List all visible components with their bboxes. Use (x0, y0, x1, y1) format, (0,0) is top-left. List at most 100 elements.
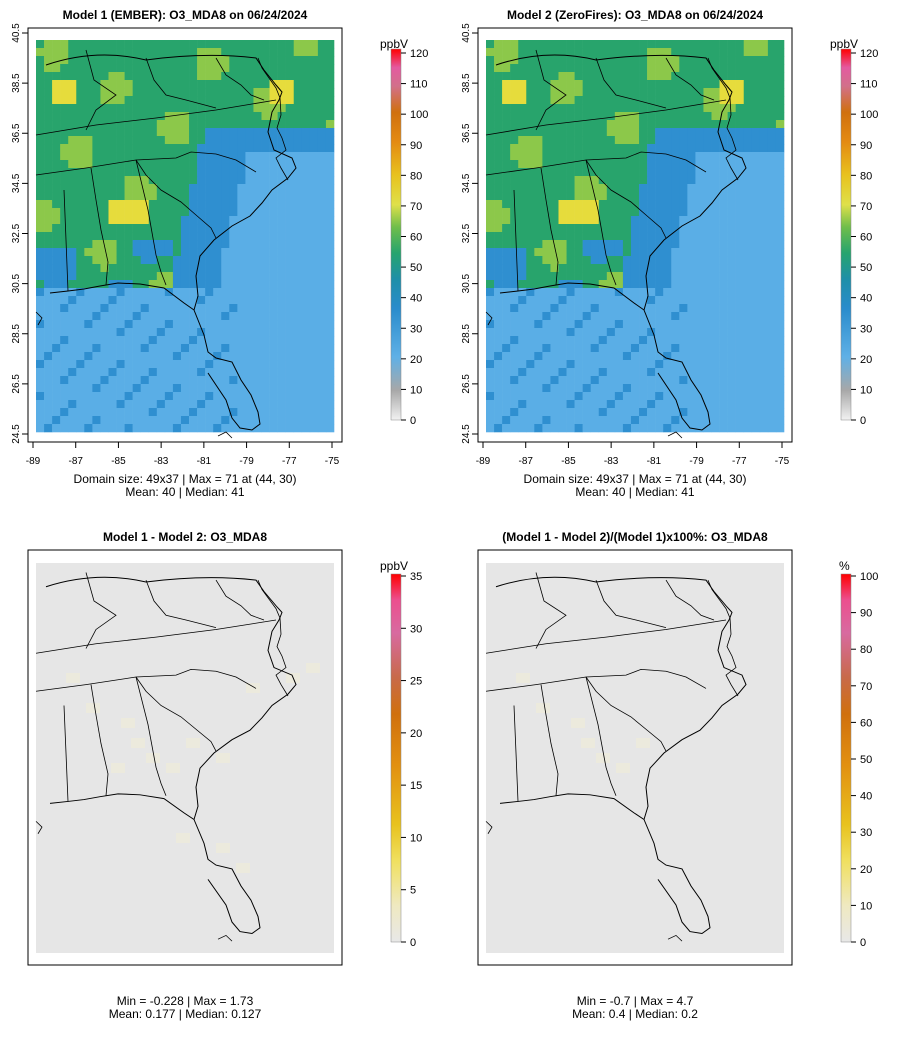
heatmap-cell (44, 40, 53, 49)
heatmap-cell (534, 288, 543, 297)
heatmap-cell (148, 112, 158, 121)
heatmap-cell (180, 368, 190, 377)
colorbar-tick-label: 10 (410, 832, 422, 844)
heatmap-cell (590, 336, 600, 345)
colorbar-tick-label: 5 (410, 885, 416, 897)
heatmap-cell (325, 160, 335, 169)
heatmap-cell (253, 376, 262, 385)
heatmap-cell (695, 224, 704, 233)
heatmap-cell (574, 296, 583, 305)
heatmap-cell (189, 88, 198, 97)
heatmap-cell (325, 352, 335, 361)
heatmap-cell (582, 72, 591, 81)
heatmap-cell (590, 120, 600, 129)
heatmap-cell (775, 200, 785, 209)
heatmap-cell (711, 296, 720, 305)
heatmap-cell (180, 248, 190, 257)
heatmap-cell (189, 136, 198, 145)
heatmap-cell (317, 408, 327, 417)
heatmap-cell (775, 416, 785, 425)
heatmap-cell (582, 104, 591, 113)
heatmap-cell (213, 80, 222, 89)
heatmap-cell (775, 392, 785, 401)
heatmap-cell (301, 328, 311, 337)
heatmap-cell (510, 224, 519, 233)
heatmap-cell (293, 408, 303, 417)
heatmap-cell (132, 272, 141, 281)
heatmap-cell (92, 40, 101, 49)
heatmap-cell (486, 96, 495, 105)
heatmap-cell (502, 368, 511, 377)
heatmap-cell (92, 400, 101, 409)
heatmap-cell (108, 384, 117, 393)
heatmap-cell (679, 248, 688, 257)
stats-line: Min = -0.7 | Max = 4.7 (576, 994, 694, 1008)
heatmap-cell (550, 368, 559, 377)
heatmap-cell (647, 352, 656, 361)
heatmap-cell (671, 168, 680, 177)
difference-patch (571, 718, 585, 728)
heatmap-cell (558, 72, 567, 81)
heatmap-cell (655, 360, 664, 369)
heatmap-cell (518, 168, 527, 177)
heatmap-cell (164, 224, 174, 233)
heatmap-cell (84, 408, 93, 417)
heatmap-cell (614, 352, 624, 361)
heatmap-cell (92, 304, 101, 313)
heatmap-cell (317, 288, 327, 297)
heatmap-cell (253, 328, 262, 337)
heatmap-cell (52, 384, 61, 393)
heatmap-cell (598, 416, 608, 425)
heatmap-cell (743, 104, 753, 113)
heatmap-cell (534, 280, 543, 289)
heatmap-cell (301, 120, 311, 129)
heatmap-cell (293, 216, 303, 225)
heatmap-cell (614, 336, 624, 345)
heatmap-cell (229, 200, 238, 209)
heatmap-cell (148, 280, 158, 289)
heatmap-cell (711, 168, 720, 177)
heatmap-cell (325, 120, 335, 129)
heatmap-cell (630, 72, 640, 81)
heatmap-cell (542, 296, 551, 305)
heatmap-cell (663, 128, 672, 137)
heatmap-cell (301, 64, 311, 73)
heatmap-cell (598, 160, 608, 169)
heatmap-cell (639, 184, 648, 193)
heatmap-cell (639, 296, 648, 305)
heatmap-cell (277, 320, 286, 329)
heatmap-cell (156, 184, 166, 193)
heatmap-cell (140, 136, 150, 145)
heatmap-cell (148, 224, 158, 233)
heatmap-cell (526, 232, 535, 241)
heatmap-cell (663, 304, 672, 313)
heatmap-cell (767, 408, 777, 417)
heatmap-cell (92, 168, 101, 177)
heatmap-cell (671, 384, 680, 393)
heatmap-cell (189, 272, 198, 281)
heatmap-cell (253, 216, 262, 225)
heatmap-cell (606, 280, 616, 289)
heatmap-cell (566, 40, 575, 49)
heatmap-cell (582, 232, 591, 241)
heatmap-cell (132, 72, 141, 81)
heatmap-cell (52, 184, 61, 193)
heatmap-cell (703, 296, 712, 305)
heatmap-cell (325, 416, 335, 425)
heatmap-cell (663, 96, 672, 105)
heatmap-cell (52, 392, 61, 401)
heatmap-cell (630, 184, 640, 193)
heatmap-cell (132, 152, 141, 161)
heatmap-cell (534, 216, 543, 225)
heatmap-cell (156, 136, 166, 145)
heatmap-cell (550, 240, 559, 249)
heatmap-cell (205, 248, 214, 257)
heatmap-cell (116, 192, 125, 201)
heatmap-cell (486, 216, 495, 225)
heatmap-cell (156, 384, 166, 393)
heatmap-cell (751, 56, 761, 65)
heatmap-cell (277, 152, 286, 161)
heatmap-cell (494, 88, 503, 97)
heatmap-cell (711, 88, 720, 97)
heatmap-cell (574, 344, 583, 353)
